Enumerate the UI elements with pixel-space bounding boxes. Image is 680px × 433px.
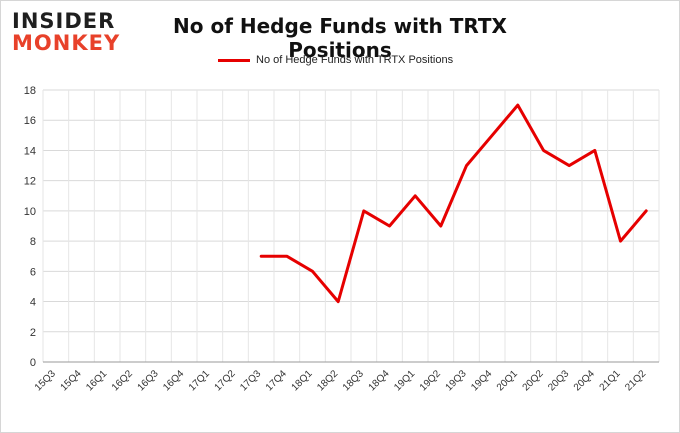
x-tick-label: 20Q1: [495, 368, 520, 393]
x-tick-label: 20Q2: [521, 368, 546, 393]
x-axis-ticks: 15Q3 15Q4 16Q1 16Q2 16Q3 16Q4 17Q1 17Q2 17Q3 17Q4…: [33, 368, 649, 393]
y-tick-label: 10: [24, 206, 36, 218]
gridlines: [42, 89, 660, 363]
x-tick-label: 19Q4: [469, 368, 494, 393]
x-tick-label: 18Q3: [341, 368, 366, 393]
x-tick-label: 16Q3: [136, 368, 161, 393]
x-tick-label: 19Q2: [418, 368, 443, 393]
x-tick-label: 15Q4: [59, 368, 84, 393]
chart-title: No of Hedge Funds with TRTX Positions: [173, 14, 507, 62]
x-tick-label: 19Q1: [392, 368, 417, 393]
insider-monkey-logo: INSIDER MONKEY: [12, 10, 130, 54]
y-tick-label: 8: [30, 236, 36, 248]
y-tick-label: 16: [24, 115, 36, 127]
x-tick-label: 16Q1: [84, 368, 109, 393]
x-tick-label: 21Q1: [598, 368, 623, 393]
logo-line-insider: INSIDER: [12, 9, 116, 33]
legend-label: No of Hedge Funds with TRTX Positions: [256, 54, 454, 66]
y-tick-label: 14: [24, 145, 36, 157]
y-tick-label: 18: [24, 85, 36, 97]
y-tick-label: 2: [30, 327, 36, 339]
y-tick-label: 0: [30, 357, 36, 369]
x-tick-label: 20Q4: [572, 368, 597, 393]
y-axis-ticks: 0 2 4 6 8 10 12 14 16 18: [24, 85, 36, 369]
x-tick-label: 18Q2: [315, 368, 340, 393]
x-tick-label: 18Q4: [367, 368, 392, 393]
x-tick-label: 17Q3: [238, 368, 263, 393]
y-tick-label: 4: [30, 297, 36, 309]
x-tick-label: 19Q3: [444, 368, 469, 393]
x-tick-label: 16Q2: [110, 368, 135, 393]
x-tick-label: 17Q2: [213, 368, 238, 393]
x-tick-label: 15Q3: [33, 368, 58, 393]
x-tick-label: 17Q1: [187, 368, 212, 393]
x-tick-label: 18Q1: [290, 368, 315, 393]
x-tick-label: 17Q4: [264, 368, 289, 393]
logo-line-monkey: MONKEY: [12, 31, 121, 55]
chart-legend: No of Hedge Funds with TRTX Positions: [218, 54, 453, 66]
series-layer: [259, 103, 648, 304]
legend-swatch: [218, 58, 250, 62]
x-tick-label: 21Q2: [623, 368, 648, 393]
series-line: [259, 103, 648, 304]
x-tick-label: 16Q4: [161, 368, 186, 393]
x-tick-label: 20Q3: [546, 368, 571, 393]
y-tick-label: 12: [24, 176, 36, 188]
y-tick-label: 6: [30, 266, 36, 278]
